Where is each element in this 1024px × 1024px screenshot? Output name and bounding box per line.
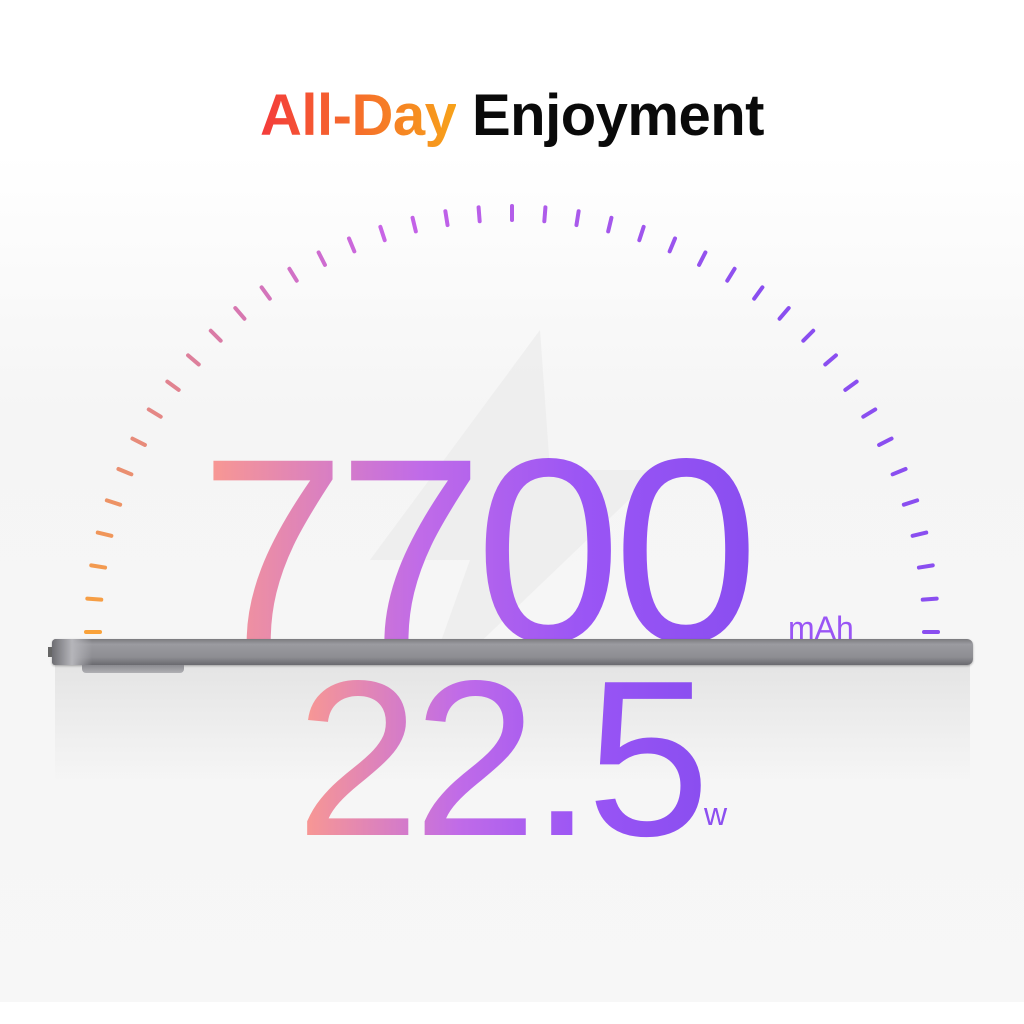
gauge-tick — [89, 563, 108, 570]
gauge-tick — [843, 379, 859, 392]
gauge-tick — [104, 498, 123, 507]
gauge-tick — [116, 466, 134, 477]
gauge-tick — [606, 215, 614, 234]
gauge-tick — [146, 407, 163, 419]
headline-rest: Enjoyment — [471, 83, 765, 148]
gauge-tick — [346, 236, 357, 254]
gauge-tick — [667, 236, 678, 254]
gauge-tick — [574, 209, 581, 228]
charging-power-unit: w — [704, 796, 728, 832]
gauge-tick — [890, 466, 908, 477]
gauge-tick — [443, 209, 450, 228]
gauge-tick — [208, 328, 223, 343]
gauge-tick — [697, 250, 708, 267]
gauge-tick — [752, 285, 765, 301]
gauge-tick — [233, 306, 247, 321]
gauge-tick — [725, 266, 737, 283]
battery-capacity-value: 7700 — [200, 404, 759, 697]
tablet-shadow-panel — [55, 664, 970, 784]
gauge-tick — [316, 250, 327, 267]
gauge-tick — [542, 205, 548, 224]
gauge-tick — [861, 407, 878, 419]
gauge-tick — [777, 306, 791, 321]
gauge-tick — [95, 530, 114, 538]
gauge-tick — [910, 530, 929, 538]
gauge-tick — [901, 498, 920, 507]
gauge-tick — [920, 596, 939, 602]
gauge-tick — [916, 563, 935, 570]
gauge-tick — [165, 379, 181, 392]
gauge-tick — [259, 285, 272, 301]
gauge-tick — [801, 328, 816, 343]
headline: All-Day Enjoyment — [0, 82, 1024, 149]
gauge-tick — [410, 215, 418, 234]
gauge-tick — [287, 266, 299, 283]
gauge-tick — [877, 436, 894, 447]
gauge-tick — [476, 205, 482, 224]
charging-power-value: 22.5 — [296, 635, 710, 883]
bottom-strip — [0, 1002, 1024, 1024]
gauge-tick — [378, 224, 387, 243]
gauge-tick — [85, 596, 104, 602]
lightning-bolt-icon — [370, 330, 660, 700]
gauge-tick — [130, 436, 147, 447]
tablet-port — [48, 647, 52, 657]
gauge-tick — [186, 353, 201, 367]
tablet-edge — [52, 639, 973, 665]
gauge-tick — [823, 353, 838, 367]
gauge-tick — [637, 224, 646, 243]
tablet-button — [82, 665, 184, 673]
headline-accent: All-Day — [260, 83, 457, 148]
